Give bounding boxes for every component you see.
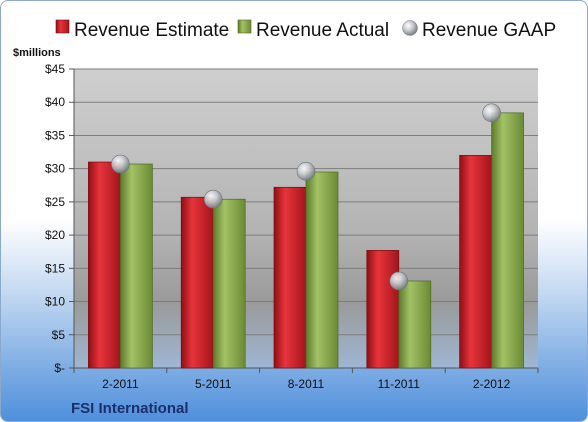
bar-revenue-estimate-11-2011	[366, 250, 400, 369]
legend-label-gaap: Revenue GAAP	[422, 20, 556, 41]
legend: Revenue Estimate Revenue Actual Revenue …	[55, 19, 556, 41]
y-tick-label: $5	[52, 328, 66, 342]
x-tick-label: 5-2011	[195, 377, 232, 391]
bar-revenue-actual-2-2012	[491, 112, 524, 369]
gaap-markers	[111, 103, 501, 291]
x-tick-label: 2-2011	[102, 377, 139, 391]
bar-revenue-estimate-2-2011	[88, 161, 121, 369]
x-axis-ticks: 2-2011 5-2011 8-2011 11-2011 2-2012	[73, 368, 539, 391]
y-tick-label: $25	[45, 195, 65, 209]
y-tick-label: $-	[54, 361, 65, 375]
bar-revenue-estimate-8-2011	[273, 186, 307, 369]
bar-revenue-actual-2-2011	[120, 163, 153, 369]
legend-label-estimate: Revenue Estimate	[74, 20, 229, 41]
legend-swatch-estimate	[55, 19, 70, 34]
y-tick-label: $15	[45, 261, 65, 275]
y-tick-label: $20	[45, 228, 65, 242]
marker-revenue-gaap-5-2011	[203, 189, 223, 209]
y-tick-label: $45	[45, 62, 65, 76]
marker-revenue-gaap-11-2011	[389, 271, 409, 291]
bar-revenue-actual-8-2011	[305, 171, 339, 369]
bar-revenue-estimate-5-2011	[180, 196, 214, 369]
y-tick-label: $30	[45, 162, 65, 176]
x-tick-label: 8-2011	[288, 377, 325, 391]
marker-revenue-gaap-2-2012	[482, 103, 501, 123]
legend-marker-gaap	[402, 20, 418, 36]
bar-revenue-actual-11-2011	[398, 280, 432, 369]
y-tick-label: $35	[45, 128, 65, 142]
legend-item-estimate: Revenue Estimate	[55, 19, 229, 41]
legend-label-actual: Revenue Actual	[256, 20, 389, 41]
marker-revenue-gaap-8-2011	[296, 162, 316, 181]
bar-revenue-actual-5-2011	[212, 198, 246, 369]
bar-revenue-estimate-2-2012	[459, 155, 492, 369]
x-tick-label: 11-2011	[378, 377, 421, 391]
legend-item-gaap: Revenue GAAP	[402, 20, 556, 41]
company-name: FSI International	[71, 400, 189, 417]
x-tick-label: 2-2012	[473, 377, 511, 391]
legend-swatch-actual	[237, 19, 252, 34]
bars	[88, 112, 524, 369]
y-unit-label: $millions	[13, 47, 61, 59]
marker-revenue-gaap-2-2011	[111, 154, 130, 174]
legend-item-actual: Revenue Actual	[237, 19, 389, 41]
y-tick-label: $10	[45, 295, 65, 309]
y-tick-label: $40	[45, 95, 65, 109]
